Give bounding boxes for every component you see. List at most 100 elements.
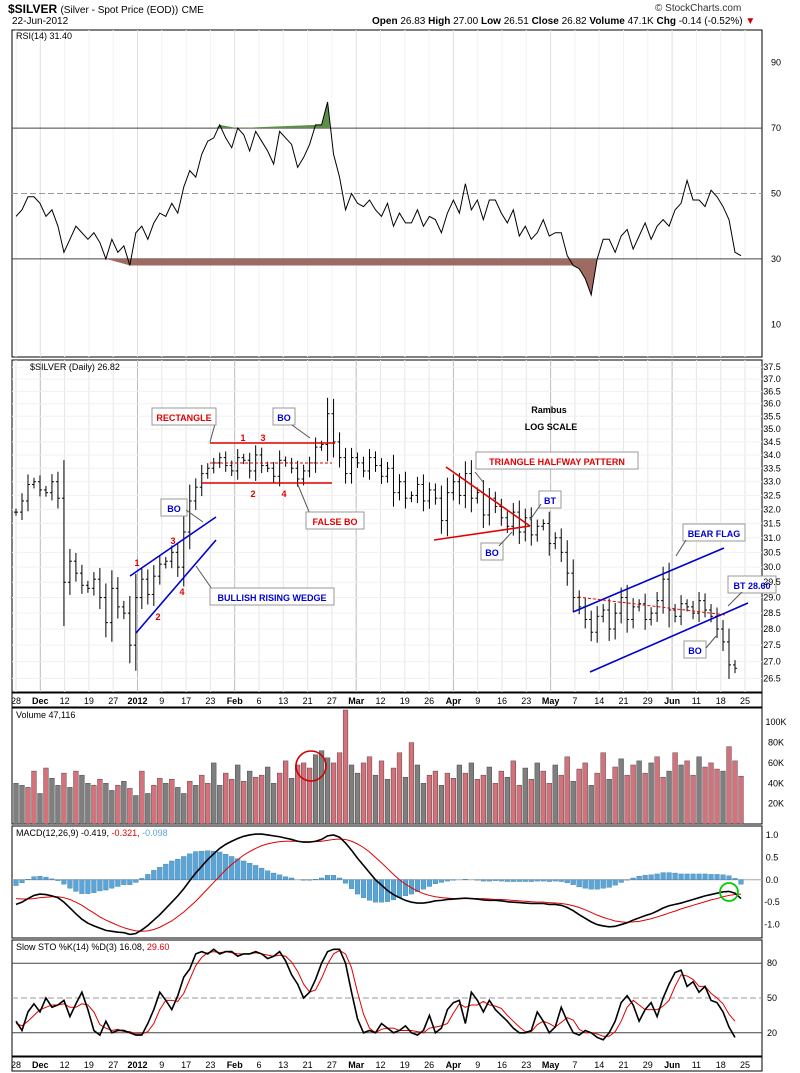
macd-histogram-bar (247, 863, 253, 880)
volume-bar (205, 783, 211, 825)
volume-bar (642, 772, 648, 825)
rsi-overbought-fill (216, 101, 330, 129)
macd-tick: 0.5 (766, 852, 779, 862)
volume-bar (289, 777, 295, 825)
bear-flag-pointer (675, 539, 687, 557)
volume-bar (480, 774, 486, 825)
macd-histogram-bar (79, 879, 85, 894)
volume-bar (330, 762, 337, 825)
volume-bar (103, 783, 109, 825)
volume-bar (558, 774, 564, 825)
date-label-top: 9 (475, 696, 480, 706)
macd-histogram-bar (672, 872, 678, 880)
volume-bar (109, 790, 115, 825)
volume-bar (600, 752, 606, 825)
triangle-bo-label: BO (485, 548, 499, 558)
volume-tick: 60K (768, 758, 784, 768)
volume-bar (295, 764, 301, 825)
macd-histogram-bar (606, 879, 612, 888)
price-tick: 32.5 (763, 490, 781, 500)
volume-bar (259, 774, 265, 825)
macd-histogram-bar (420, 879, 426, 890)
rsi-tick: 50 (771, 189, 781, 199)
volume-bar (696, 756, 702, 825)
macd-histogram-bar (187, 853, 193, 880)
date-label-top: 11 (692, 696, 701, 706)
macd-histogram-bar (402, 879, 409, 897)
date-label-top: 13 (278, 696, 288, 706)
macd-legend-value: -0.419, (81, 828, 112, 838)
macd-histogram-bar (289, 877, 295, 880)
exchange: CME (181, 5, 204, 16)
volume-bar (79, 774, 85, 825)
date-label-top: 7 (572, 696, 577, 706)
wedge-touch-3: 3 (170, 536, 175, 546)
volume-bar (732, 760, 738, 825)
volume-bar (468, 762, 474, 825)
volume-bar (570, 781, 576, 825)
macd-histogram-bar (331, 875, 337, 880)
date-label-bottom: 27 (108, 1060, 118, 1070)
macd-histogram-bar (211, 850, 217, 880)
macd-histogram-bar (325, 875, 331, 880)
volume-bar (390, 767, 397, 825)
macd-histogram-bar (654, 873, 660, 880)
date-label-bottom: 17 (181, 1060, 191, 1070)
macd-histogram-bar (43, 876, 49, 880)
axis-labels: 2828DecDec121219192727201220129917172323… (11, 58, 787, 1070)
macd-histogram-bar (708, 874, 714, 880)
volume-bar (19, 785, 25, 825)
volume-bar (271, 783, 277, 825)
flag-mid-line (577, 596, 727, 616)
high-label: High (428, 16, 451, 27)
date-label-top: 29 (643, 696, 653, 706)
date-label-bottom: 21 (303, 1060, 313, 1070)
macd-histogram-bar (558, 879, 564, 882)
volume-bar (612, 766, 618, 825)
volume-bar (396, 752, 403, 825)
date-label-bottom: 7 (572, 1060, 577, 1070)
volume-bar (582, 762, 588, 825)
macd-legend-hist: -0.098 (142, 828, 168, 838)
macd-histogram-bar (115, 879, 121, 887)
price-tick: 26.5 (763, 673, 781, 683)
volume-bar (157, 777, 163, 825)
date-label-bottom: 12 (375, 1060, 385, 1070)
macd-histogram-bar (540, 879, 546, 882)
volume-bar (169, 779, 175, 825)
triangle-label-box (475, 451, 639, 470)
volume-tick: 20K (768, 799, 784, 809)
date-label-top: Feb (227, 696, 244, 706)
date-axis-band-bottom (11, 1056, 763, 1072)
price-tick: 33.5 (763, 463, 781, 473)
macd-histogram-bar (582, 879, 588, 889)
macd-histogram-bar (720, 874, 726, 880)
volume-bar (474, 779, 480, 825)
volume-bar (217, 785, 223, 825)
chg-value: -0.14 (-0.52%) (678, 16, 743, 27)
date-label-top: 16 (497, 696, 507, 706)
macd-histogram-bar (169, 860, 175, 880)
macd-histogram-bar (432, 879, 438, 884)
flag-upper-line (572, 547, 725, 613)
macd-legend-signal: -0.321, (112, 828, 143, 838)
date-label-bottom: 16 (497, 1060, 507, 1070)
sto-tick: 80 (767, 958, 777, 968)
volume-bar (684, 760, 690, 825)
volume-bar (414, 764, 421, 825)
volume-bar (462, 772, 468, 825)
macd-histogram-bar (510, 879, 516, 882)
price-tick: 34.5 (763, 437, 781, 447)
macd-histogram-bar (175, 859, 181, 880)
macd-histogram-bar (55, 879, 61, 881)
macd-histogram-bar (348, 879, 355, 889)
rectangle-label-box (151, 407, 217, 426)
macd-histogram-bar (19, 879, 25, 884)
chart-header-symbol: $SILVER (Silver - Spot Price (EOD)) CME (8, 3, 204, 17)
macd-histogram-bar (696, 873, 702, 880)
rect-touch-2: 2 (250, 489, 255, 499)
volume-bar (43, 767, 49, 825)
date-label-top: 28 (11, 696, 21, 706)
macd-histogram-bar (13, 879, 19, 886)
macd-histogram-bar (109, 879, 115, 889)
